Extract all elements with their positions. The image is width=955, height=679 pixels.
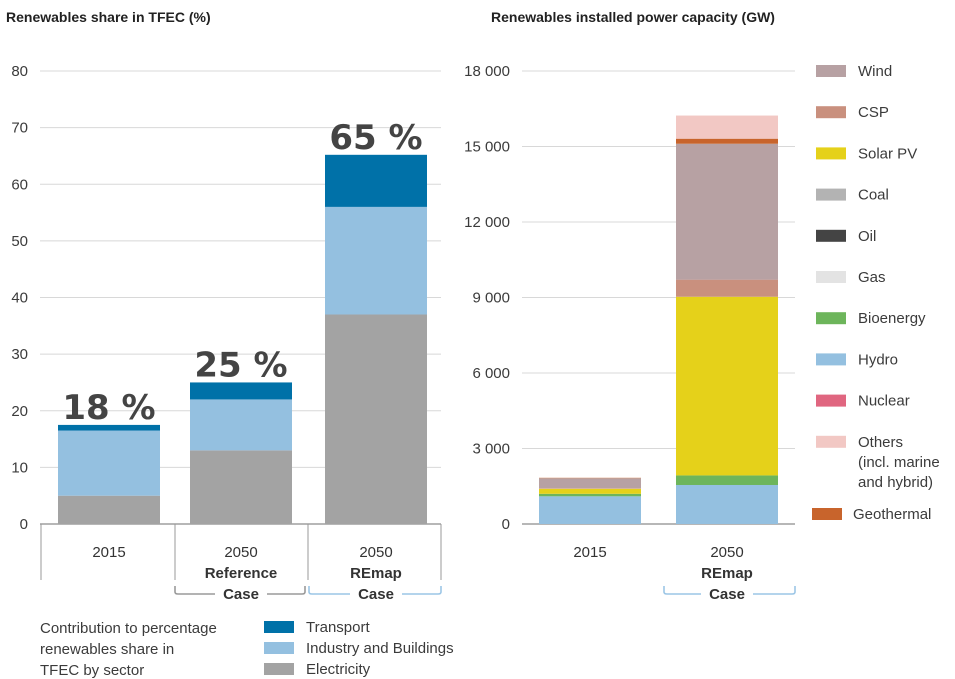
left-bar-segment: [58, 424, 160, 431]
left-y-tick-label: 80: [11, 63, 28, 80]
left-legend-swatch: [264, 642, 294, 654]
right-category-label: 2050: [710, 544, 743, 561]
left-y-tick-label: 50: [11, 233, 28, 250]
left-legend-swatch: [264, 621, 294, 633]
left-category-label: 2050: [359, 544, 392, 561]
right-legend-label: (incl. marine: [858, 454, 940, 471]
left-legend-caption: Contribution to percentage: [40, 620, 217, 637]
right-legend-swatch: [816, 229, 846, 242]
left-bar-segment: [325, 154, 427, 207]
left-case-bracket: [174, 586, 306, 595]
right-chart-title: Renewables installed power capacity (GW): [491, 9, 775, 25]
right-legend-label: Wind: [858, 63, 892, 80]
right-legend-swatch: [816, 106, 846, 119]
left-category-label: Reference: [205, 565, 278, 582]
left-bar-segment: [325, 206, 427, 315]
left-total-label: 25 %: [194, 345, 287, 385]
right-y-tick-label: 0: [502, 516, 510, 533]
right-category-label: Case: [709, 586, 745, 603]
right-legend-swatch: [816, 271, 846, 283]
right-chart: 0 3 000 6 000 9 000 12 000 15 000 18 000 2015 20…: [464, 63, 796, 603]
right-legend-swatch: [816, 65, 846, 77]
left-category-label: 2015: [92, 544, 125, 561]
left-category-label: Case: [223, 586, 259, 603]
right-legend-label: Oil: [858, 228, 876, 245]
right-bar-segment: [676, 115, 778, 139]
right-legend-label: Geothermal: [853, 506, 931, 523]
right-legend: Wind CSP Solar PV Coal Oil Gas Bioenergy Hydro N…: [812, 63, 940, 523]
right-legend-label: CSP: [858, 104, 889, 121]
left-total-label: 18 %: [62, 388, 155, 428]
right-case-bracket: [663, 586, 796, 595]
right-bar-segment: [539, 496, 641, 524]
left-legend-caption: TFEC by sector: [40, 662, 144, 679]
right-bar-segment: [676, 138, 778, 144]
right-legend-swatch: [816, 312, 846, 325]
right-legend-swatch: [816, 394, 846, 407]
left-chart-title: Renewables share in TFEC (%): [6, 9, 211, 25]
right-legend-label: Coal: [858, 187, 889, 204]
right-bar-segment: [539, 488, 641, 489]
right-legend-swatch: [816, 353, 846, 366]
right-legend-label: Others: [858, 434, 903, 451]
right-category-label: 2015: [573, 544, 606, 561]
right-bar-segment: [539, 488, 641, 494]
right-bar-segment: [676, 475, 778, 485]
left-y-tick-label: 60: [11, 176, 28, 193]
right-legend-label: Gas: [858, 269, 886, 286]
left-y-tick-label: 20: [11, 403, 28, 420]
right-y-tick-label: 3 000: [472, 441, 510, 458]
right-y-tick-label: 12 000: [464, 214, 510, 231]
right-legend-label: Solar PV: [858, 145, 917, 162]
left-bar-segment: [190, 399, 292, 451]
left-y-tick-label: 70: [11, 120, 28, 137]
left-chart: 0 10 20 30 40 50 60 70 80 18 % 2015 25 % 2050 Referen…: [11, 63, 442, 603]
left-legend-swatch: [264, 663, 294, 675]
right-legend-swatch: [812, 508, 842, 520]
left-y-tick-label: 30: [11, 346, 28, 363]
right-legend-label: Hydro: [858, 351, 898, 368]
right-legend-label: Nuclear: [858, 393, 910, 410]
right-y-tick-label: 6 000: [472, 365, 510, 382]
left-bar-segment: [190, 450, 292, 524]
left-category-label: REmap: [350, 565, 402, 582]
right-legend-swatch: [816, 435, 846, 448]
left-bar-segment: [190, 382, 292, 400]
left-legend-label: Transport: [306, 619, 370, 636]
left-legend-label: Electricity: [306, 661, 371, 678]
left-y-tick-label: 40: [11, 290, 28, 307]
right-category-label: REmap: [701, 565, 753, 582]
left-case-bracket: [308, 586, 442, 595]
left-category-label: Case: [358, 586, 394, 603]
right-bar-segment: [539, 478, 641, 489]
left-legend: Contribution to percentage renewables sha…: [40, 619, 454, 679]
right-legend-swatch: [816, 147, 846, 160]
right-legend-label: Bioenergy: [858, 310, 926, 327]
right-legend-swatch: [816, 188, 846, 201]
left-legend-caption: renewables share in: [40, 641, 174, 658]
right-y-tick-label: 18 000: [464, 63, 510, 80]
right-bar-segment: [676, 484, 778, 524]
left-category-label: 2050: [224, 544, 257, 561]
right-y-tick-label: 9 000: [472, 290, 510, 307]
right-bar-segment: [676, 279, 778, 297]
left-total-label: 65 %: [329, 118, 422, 158]
right-legend-label: and hybrid): [858, 474, 933, 491]
left-bar-segment: [325, 314, 427, 524]
left-legend-label: Industry and Buildings: [306, 640, 454, 657]
left-bar-segment: [58, 430, 160, 496]
left-y-tick-label: 10: [11, 459, 28, 476]
left-y-tick-label: 0: [20, 516, 28, 533]
left-bar-segment: [58, 495, 160, 524]
right-y-tick-label: 15 000: [464, 139, 510, 156]
right-bar-segment: [539, 493, 641, 497]
right-bar-segment: [676, 143, 778, 280]
right-bar-segment: [676, 296, 778, 476]
